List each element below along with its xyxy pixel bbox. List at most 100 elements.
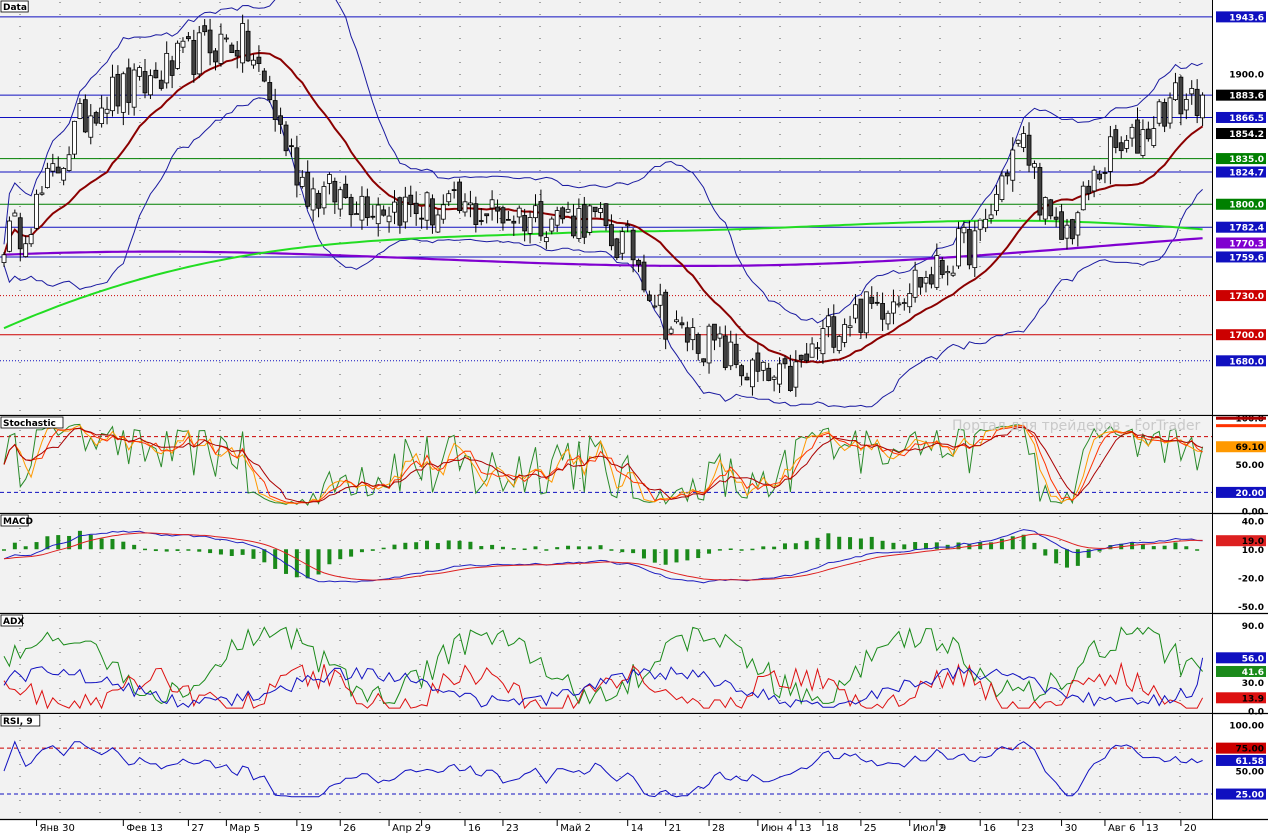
candle-body (1080, 185, 1086, 211)
price-label-box (1216, 166, 1266, 178)
candle-body (679, 322, 685, 326)
candle-body (1, 254, 7, 263)
rsi-value-label: 61.58 (1236, 757, 1264, 767)
candle-body (278, 115, 283, 125)
macd-histogram-bar (338, 549, 343, 560)
candle-body (516, 207, 522, 218)
candle-body (82, 99, 88, 133)
candle-body (1015, 139, 1021, 144)
macd-histogram-bar (240, 549, 245, 555)
candle-body (7, 220, 12, 252)
macd-histogram-bar (739, 549, 744, 551)
price-label: 1759.6 (1229, 253, 1264, 263)
macd-histogram-bar (674, 549, 679, 563)
macd-histogram-bar (1032, 542, 1037, 550)
macd-histogram-bar (1151, 546, 1156, 550)
macd-histogram-bar (891, 542, 896, 550)
candle-body (1151, 128, 1157, 146)
panel-title-stochastic: Stochastic (0, 416, 64, 429)
candle-body (207, 29, 213, 54)
candle-body (793, 361, 799, 388)
macd-histogram-bar (143, 548, 148, 551)
candle-body (733, 343, 739, 365)
candle-body (619, 231, 625, 254)
panel-4-background (0, 714, 1212, 819)
macd-histogram-bar (631, 549, 636, 554)
candle-body (853, 304, 858, 319)
candle-body (354, 213, 359, 215)
candle-body (929, 274, 934, 285)
candle-body (256, 56, 262, 64)
axis-tick-label: 90.0 (1242, 622, 1264, 632)
candle-body (646, 294, 652, 301)
macd-histogram-bar (761, 546, 766, 550)
macd-panel (2, 529, 1203, 584)
candle-body (321, 186, 327, 209)
candle-body (712, 323, 717, 341)
candle-body (218, 33, 224, 64)
minus-di-value-label-box (1216, 692, 1266, 704)
candle-body (1075, 212, 1081, 236)
candle-body (771, 376, 777, 380)
candle-body (148, 75, 153, 96)
candle-body (191, 39, 197, 75)
macd-histogram-bar (1173, 542, 1178, 550)
candle-body (576, 208, 582, 239)
macd-histogram-bar (468, 541, 473, 550)
candle-body (527, 217, 533, 234)
candle-body (581, 204, 587, 238)
macd-histogram-bar (696, 549, 701, 559)
price-label: 1854.2 (1229, 130, 1264, 140)
candle-body (831, 316, 837, 348)
candle-body (674, 319, 679, 323)
candle-body (1059, 211, 1064, 240)
candle-body (1021, 133, 1027, 148)
macd-histogram-bar (262, 549, 267, 563)
candle-body (1194, 88, 1200, 116)
macd-histogram-bar (793, 543, 798, 550)
price-label: 1824.7 (1229, 169, 1264, 179)
time-label: 18 (826, 823, 839, 834)
panel-title-box (0, 614, 23, 627)
macd-histogram-bar (576, 546, 581, 550)
candle-body (402, 196, 408, 223)
macd-histogram-bar (978, 542, 983, 550)
macd-line (3, 529, 1203, 584)
candle-body (267, 82, 273, 101)
candle-body (202, 25, 208, 33)
time-label: Мар 5 (229, 823, 260, 834)
time-label: 21 (669, 823, 682, 834)
macd-histogram-bar (880, 540, 885, 550)
macd-histogram-bar (923, 543, 928, 550)
candle-body (804, 353, 810, 362)
candle-body (1091, 169, 1097, 192)
candle-body (1102, 172, 1108, 174)
candle-body (592, 206, 598, 213)
time-label: 16 (983, 823, 996, 834)
candle-body (408, 194, 414, 205)
macd-histogram-bar (511, 548, 516, 550)
candle-body (744, 376, 750, 381)
candle-body (983, 218, 989, 229)
macd-histogram-bar (1162, 545, 1167, 550)
minus-di-value-label: 13.9 (1242, 694, 1264, 704)
macd-histogram-bar (403, 542, 408, 550)
macd-histogram-bar (2, 549, 6, 551)
candle-body (918, 277, 923, 288)
candle-body (1048, 199, 1054, 217)
macd-histogram-bar (804, 540, 809, 550)
panel-title-macd: MACD (0, 514, 33, 527)
macd-signal-line (3, 532, 1203, 581)
macd-histogram-bar (121, 541, 126, 550)
candle-body (153, 69, 159, 79)
macd-histogram-bar (229, 549, 234, 557)
price-label-box (1216, 153, 1266, 165)
rsi-level-label: 75.00 (1236, 745, 1264, 755)
adx-panel (3, 626, 1204, 710)
axis-tick-label: 10.0 (1242, 546, 1264, 556)
stoch-level-label: 20.00 (1236, 489, 1264, 499)
macd-histogram-bar (175, 549, 180, 551)
candle-body (50, 163, 56, 172)
price-label-box (1216, 221, 1266, 233)
macd-histogram-bar (1184, 546, 1189, 550)
